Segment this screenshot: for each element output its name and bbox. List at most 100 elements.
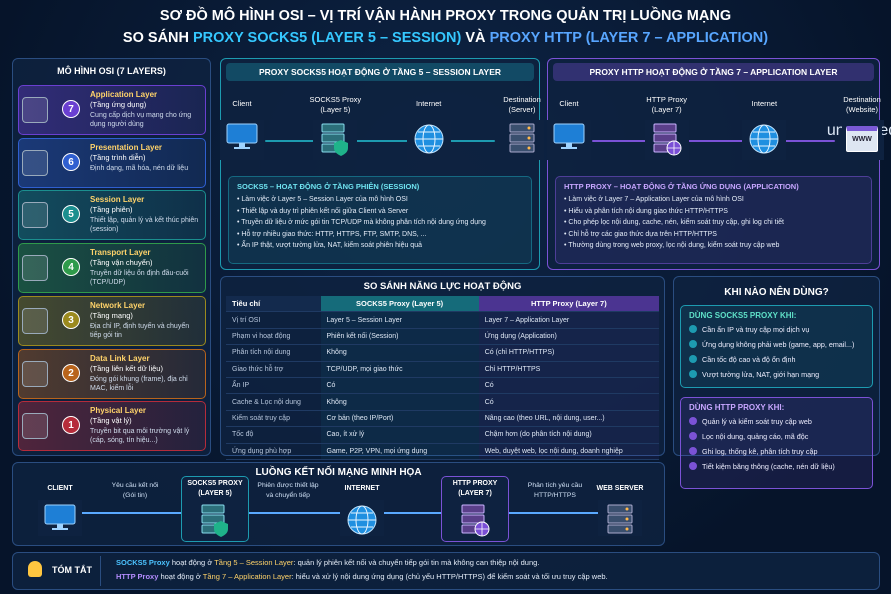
summary-line: SOCKS5 Proxy hoạt động ở Tầng 5 – Sessio… [116, 558, 539, 567]
node-label: Destination (Server) [487, 95, 557, 115]
node-label-line: (Layer 5) [320, 105, 351, 114]
table-row: Phạm vi hoạt động Phiên kết nối (Session)… [226, 328, 659, 346]
column-header: SOCKS5 Proxy (Layer 5) [320, 296, 479, 313]
usage-item: Vượt tường lửa, NAT, giới hạn mạng [689, 367, 864, 382]
usage-item-text: Vượt tường lửa, NAT, giới hạn mạng [702, 370, 820, 379]
layer-name-vi: (Tầng mạng) [90, 310, 133, 320]
www-icon [846, 126, 878, 152]
table-cell: Cache & Lọc nội dung [226, 393, 321, 411]
bulb-icon [28, 561, 42, 577]
layer-name: Physical Layer [90, 406, 147, 416]
table-cell: Tốc độ [226, 426, 321, 444]
table-row: Kiểm soát truy cập Cơ bản (theo IP/Port) N… [226, 410, 659, 428]
usage-item: Cần tốc độ cao và độ ổn định [689, 352, 864, 367]
layer-number: 5 [62, 205, 80, 224]
layer-name-vi: (Tầng phiên) [90, 205, 133, 215]
flow-node-label: WEB SERVER [586, 484, 654, 494]
table-cell: Phiên kết nối (Session) [320, 328, 479, 346]
usage-item-text: Tiết kiệm băng thông (cache, nén dữ liệu… [702, 462, 835, 471]
layer-name-vi: (Tầng ứng dụng) [90, 100, 147, 109]
page-title: SƠ ĐỒ MÔ HÌNH OSI – VỊ TRÍ VẬN HÀNH PROX… [159, 8, 732, 24]
icon-shape [347, 505, 377, 535]
bullet: Thiết lập và duy trì phiên kết nối giữa … [237, 206, 523, 218]
flow-node-label: INTERNET [328, 484, 396, 494]
flow-label-line: INTERNET [344, 485, 380, 492]
icon-shape [239, 143, 245, 147]
icon-shape [607, 504, 633, 514]
summary-part: HTTP Proxy [116, 572, 159, 581]
usage-item-text: Cần tốc độ cao và độ ổn định [702, 355, 796, 364]
bullet: Chỉ hỗ trợ các giao thức dựa trên HTTP/H… [564, 229, 863, 241]
layer-number: 6 [62, 152, 80, 171]
icon-shape [509, 133, 535, 143]
check-icon [689, 325, 697, 333]
check-icon [689, 417, 697, 425]
table-cell: Cơ bản (theo IP/Port) [320, 410, 479, 428]
table-cell: TCP/UDP, mọi giao thức [320, 361, 479, 378]
layer-number: 2 [62, 363, 80, 382]
bullet: Làm việc ở Layer 5 – Session Layer của m… [237, 194, 523, 206]
node-icon [315, 122, 355, 158]
icon-shape [750, 131, 779, 147]
usage-http: DÙNG HTTP PROXY KHI: Quản lý và kiểm soát… [680, 397, 873, 489]
summary-panel [12, 552, 880, 590]
column-header: Tiêu chí [226, 296, 321, 313]
icon-shape [226, 123, 258, 149]
layer-name-vi: (Tầng liên kết dữ liệu) [90, 363, 163, 373]
layer-row [18, 348, 206, 399]
box-title: HTTP PROXY – HOẠT ĐỘNG Ở TẦNG ỨNG DỤNG (… [564, 182, 799, 191]
layer-number: 7 [62, 100, 80, 118]
table-row: Phân tích nội dung Không Có (chỉ HTTP/HTTP… [226, 344, 659, 362]
flow-arrow-line: Phân tích yêu cầu [527, 482, 583, 489]
check-icon [689, 432, 697, 440]
subtitle-part: PROXY HTTP (LAYER 7 – APPLICATION) [489, 30, 769, 46]
icon-shape [321, 123, 349, 156]
node-icon [502, 122, 542, 158]
table-cell: Kiểm soát truy cập [226, 410, 321, 428]
node-label-line: HTTP Proxy [646, 95, 687, 104]
icon-shape [666, 141, 681, 155]
table-row: Ẩn IP Có Có [226, 377, 659, 395]
node-label-line: Client [232, 99, 252, 108]
table-cell: Chỉ HTTP/HTTPS [478, 361, 659, 378]
www-text: WWW [852, 136, 872, 143]
icon-shape [607, 524, 633, 534]
table-row: Ứng dụng phù hợp Game, P2P, VPN, mọi ứng … [226, 443, 659, 460]
table-row: Vị trí OSI Layer 5 – Session Layer Layer 7… [226, 311, 659, 329]
icon-shape [509, 123, 535, 153]
table-header: Tiêu chí SOCKS5 Proxy (Layer 5) HTTP Proxy… [226, 296, 659, 313]
flow-panel [12, 462, 665, 546]
flow-arrow-line: Phiên được thiết lập [257, 482, 319, 489]
table-cell: Có [478, 377, 659, 395]
usage-item: Ghi log, thống kê, phân tích truy cập [689, 444, 864, 459]
bullet: Thường dùng trong web proxy, lọc nội dun… [564, 240, 863, 252]
summary-line: HTTP Proxy hoạt động ở Tầng 7 – Applicat… [116, 572, 608, 581]
icon-shape [348, 512, 376, 528]
icon-shape [625, 507, 629, 511]
icon-shape [561, 147, 577, 149]
icon-shape [527, 126, 531, 130]
table-cell: Phân tích nội dung [226, 344, 321, 362]
check-icon [689, 447, 697, 455]
layer-row [18, 243, 206, 294]
icon-shape [461, 514, 485, 524]
icon-shape [414, 131, 443, 147]
flow-icon [195, 503, 235, 539]
usage-item-text: Lọc nội dung, quảng cáo, mã độc [702, 432, 809, 441]
layer-description: Đóng gói khung (frame), địa chỉ MAC, kiể… [90, 375, 188, 392]
flow-icon [600, 503, 640, 539]
node-label: Client [207, 99, 277, 109]
usage-item-text: Ghi log, thống kê, phân tích truy cập [702, 447, 818, 456]
layer-icon [22, 202, 48, 229]
node-icon [744, 122, 784, 158]
icon-shape [749, 124, 779, 154]
column-header: HTTP Proxy (Layer 7) [478, 296, 659, 313]
panel-title: PROXY HTTP HOẠT ĐỘNG Ở TẦNG 7 – APPLICAT… [553, 63, 874, 81]
icon-shape [566, 143, 572, 147]
box-title: SOCKS5 – HOẠT ĐỘNG Ở TẦNG PHIÊN (SESSION… [237, 182, 420, 191]
flow-arrow-line: HTTP/HTTPS [534, 492, 576, 499]
icon-shape [214, 521, 228, 537]
table-cell: Ứng dụng phù hợp [226, 443, 321, 460]
icon-shape [509, 123, 535, 133]
flow-icon [342, 503, 382, 539]
